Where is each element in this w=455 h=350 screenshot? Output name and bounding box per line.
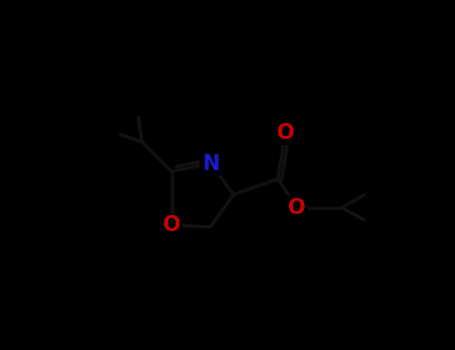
Text: O: O xyxy=(277,123,294,143)
Text: N: N xyxy=(202,154,219,174)
Text: O: O xyxy=(288,197,306,218)
Text: O: O xyxy=(163,215,180,235)
